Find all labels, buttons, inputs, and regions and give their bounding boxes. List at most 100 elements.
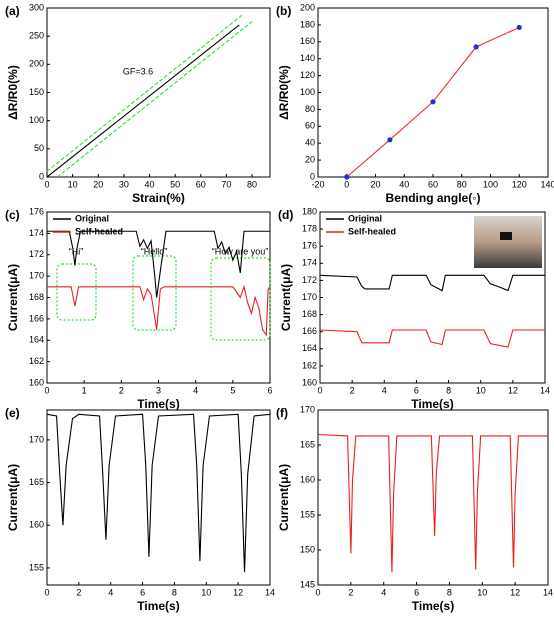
- highlight-box: [132, 255, 177, 331]
- x-axis-label: Time(s): [137, 397, 179, 411]
- y-tick-label: 20: [305, 154, 315, 164]
- y-tick-label: 164: [29, 335, 44, 345]
- x-axis-label: Time(s): [411, 397, 453, 411]
- x-tick-label: 20: [93, 179, 103, 189]
- x-tick-label: 0: [315, 587, 320, 597]
- x-tick-label: 12: [508, 385, 518, 395]
- y-axis-label: Current(μA): [279, 264, 293, 331]
- x-tick-label: 2: [350, 385, 355, 395]
- plot-frame: [317, 409, 549, 586]
- x-tick-label: 14: [265, 587, 275, 597]
- x-tick-label: 60: [196, 179, 206, 189]
- x-tick-label: 0: [44, 385, 49, 395]
- x-tick-label: 4: [382, 385, 387, 395]
- x-tick-label: 70: [221, 179, 231, 189]
- x-tick-label: 4: [108, 587, 113, 597]
- x-tick-label: 12: [233, 587, 243, 597]
- y-tick-label: 160: [302, 377, 317, 387]
- x-tick-label: 2: [119, 385, 124, 395]
- x-tick-label: 0: [344, 179, 349, 189]
- x-tick-label: 4: [193, 385, 198, 395]
- legend-label: Self-healed: [348, 226, 396, 236]
- panel-label: (d): [278, 208, 293, 222]
- y-tick-label: 170: [302, 292, 317, 302]
- y-axis-label: Current(μA): [6, 264, 20, 331]
- annotation: GF=3.6: [123, 66, 153, 76]
- y-axis-label: Current(μA): [6, 464, 20, 531]
- y-tick-label: 50: [34, 143, 44, 153]
- data-line: [47, 230, 270, 298]
- legend-label: Self-healed: [75, 226, 123, 236]
- y-axis-label: ΔR/R0(%): [277, 65, 291, 120]
- y-tick-label: 60: [305, 121, 315, 131]
- y-tick-label: 176: [302, 241, 317, 251]
- plot-frame: [46, 409, 271, 586]
- y-tick-label: 120: [300, 70, 315, 80]
- y-tick-label: 155: [300, 509, 315, 519]
- x-tick-label: 40: [145, 179, 155, 189]
- data-point: [344, 174, 350, 180]
- x-tick-label: 4: [381, 587, 386, 597]
- x-tick-label: 50: [170, 179, 180, 189]
- y-tick-label: 180: [300, 19, 315, 29]
- x-tick-label: 6: [140, 587, 145, 597]
- x-tick-label: 14: [540, 385, 550, 395]
- y-axis-label: Current(μA): [277, 464, 291, 531]
- x-tick-label: 10: [201, 587, 211, 597]
- y-tick-label: 200: [29, 59, 44, 69]
- x-tick-label: 6: [414, 587, 419, 597]
- y-tick-label: 162: [29, 356, 44, 366]
- x-tick-label: 140: [540, 179, 554, 189]
- y-tick-label: 160: [300, 474, 315, 484]
- y-tick-label: 160: [29, 520, 44, 530]
- annotation: “Hi”: [69, 246, 84, 256]
- x-tick-label: 2: [348, 587, 353, 597]
- plot-frame: [317, 7, 549, 178]
- x-tick-label: 2: [76, 587, 81, 597]
- data-line: [318, 433, 548, 573]
- legend-label: Original: [75, 213, 109, 223]
- x-tick-label: 6: [414, 385, 419, 395]
- y-tick-label: 176: [29, 206, 44, 216]
- panel-label: (e): [5, 406, 20, 420]
- x-tick-label: 40: [399, 179, 409, 189]
- data-line: [47, 24, 240, 177]
- x-tick-label: 5: [230, 385, 235, 395]
- y-tick-label: 164: [302, 343, 317, 353]
- highlight-box: [56, 263, 97, 321]
- x-tick-label: 0: [317, 385, 322, 395]
- y-tick-label: 0: [39, 171, 44, 181]
- panel-label: (b): [276, 4, 291, 18]
- y-tick-label: 200: [300, 2, 315, 12]
- x-axis-label: Time(s): [412, 599, 454, 613]
- x-tick-label: 8: [172, 587, 177, 597]
- y-tick-label: 178: [302, 223, 317, 233]
- x-tick-label: 120: [512, 179, 527, 189]
- x-tick-label: 10: [477, 587, 487, 597]
- y-tick-label: 165: [300, 439, 315, 449]
- y-tick-label: 160: [29, 377, 44, 387]
- data-line: [47, 284, 270, 337]
- x-tick-label: 8: [446, 385, 451, 395]
- annotation: “How are you”: [212, 246, 269, 256]
- annotation: “Hello”: [141, 246, 168, 256]
- y-tick-label: 145: [300, 579, 315, 589]
- x-tick-label: 3: [156, 385, 161, 395]
- x-tick-label: 1: [82, 385, 87, 395]
- x-axis-label: Strain(%): [132, 191, 185, 205]
- y-axis-label: ΔR/R0(%): [6, 65, 20, 120]
- y-tick-label: 100: [300, 87, 315, 97]
- panel-label: (c): [5, 208, 20, 222]
- x-tick-label: 12: [510, 587, 520, 597]
- plot-frame: [46, 211, 271, 384]
- x-tick-label: 10: [68, 179, 78, 189]
- data-line: [320, 274, 545, 292]
- y-tick-label: 170: [29, 434, 44, 444]
- y-tick-label: 166: [302, 326, 317, 336]
- y-tick-label: 250: [29, 31, 44, 41]
- x-tick-label: 60: [428, 179, 438, 189]
- y-tick-label: 80: [305, 104, 315, 114]
- x-tick-label: 8: [447, 587, 452, 597]
- photo-inset: [474, 216, 542, 268]
